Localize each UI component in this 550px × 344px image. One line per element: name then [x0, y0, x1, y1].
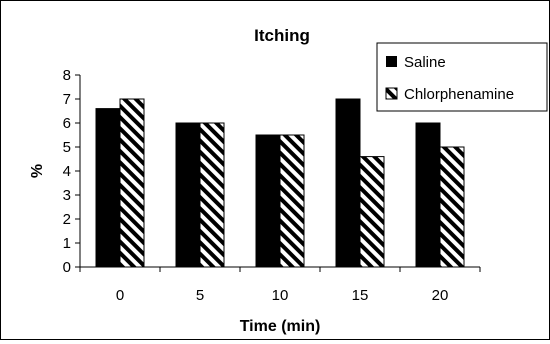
legend-swatch-chlorphenamine	[385, 87, 398, 100]
x-axis-label: Time (min)	[240, 318, 321, 335]
bar-chlorphenamine	[439, 146, 465, 268]
y-axis-ticks: 0 1 2 3 4 5 6 7 8	[63, 67, 80, 276]
bar-chlorphenamine	[279, 134, 305, 268]
y-tick-label: 5	[63, 139, 71, 156]
legend: Saline Chlorphenamine	[376, 42, 548, 112]
bar-saline	[335, 98, 361, 268]
y-tick-label: 4	[63, 163, 71, 180]
chart-title: Itching	[254, 26, 310, 45]
bar-chlorphenamine	[199, 122, 225, 268]
x-axis-ticks: 0 5 10 15 20	[79, 267, 481, 304]
y-tick-label: 2	[63, 211, 71, 228]
bar-chlorphenamine	[119, 98, 145, 268]
x-tick-label: 15	[352, 287, 369, 304]
legend-swatch-saline	[386, 56, 397, 67]
y-tick-label: 3	[63, 187, 71, 204]
y-tick-label: 6	[63, 115, 71, 132]
x-tick-label: 0	[116, 287, 124, 304]
y-axis-label: %	[29, 164, 46, 178]
y-tick-label: 1	[63, 235, 71, 252]
y-tick-label: 8	[63, 67, 71, 84]
bar-chlorphenamine	[359, 156, 385, 268]
y-tick-label: 0	[63, 259, 71, 276]
x-tick-label: 5	[196, 287, 204, 304]
bars	[95, 98, 465, 268]
bar-saline	[415, 122, 441, 268]
x-tick-label: 10	[272, 287, 289, 304]
bar-saline	[175, 122, 201, 268]
legend-label-chlorphenamine: Chlorphenamine	[404, 86, 514, 103]
legend-label-saline: Saline	[404, 54, 446, 71]
bar-saline	[255, 134, 281, 268]
bar-saline	[95, 108, 121, 268]
y-tick-label: 7	[63, 91, 71, 108]
x-tick-label: 20	[432, 287, 449, 304]
legend-box	[376, 42, 548, 112]
